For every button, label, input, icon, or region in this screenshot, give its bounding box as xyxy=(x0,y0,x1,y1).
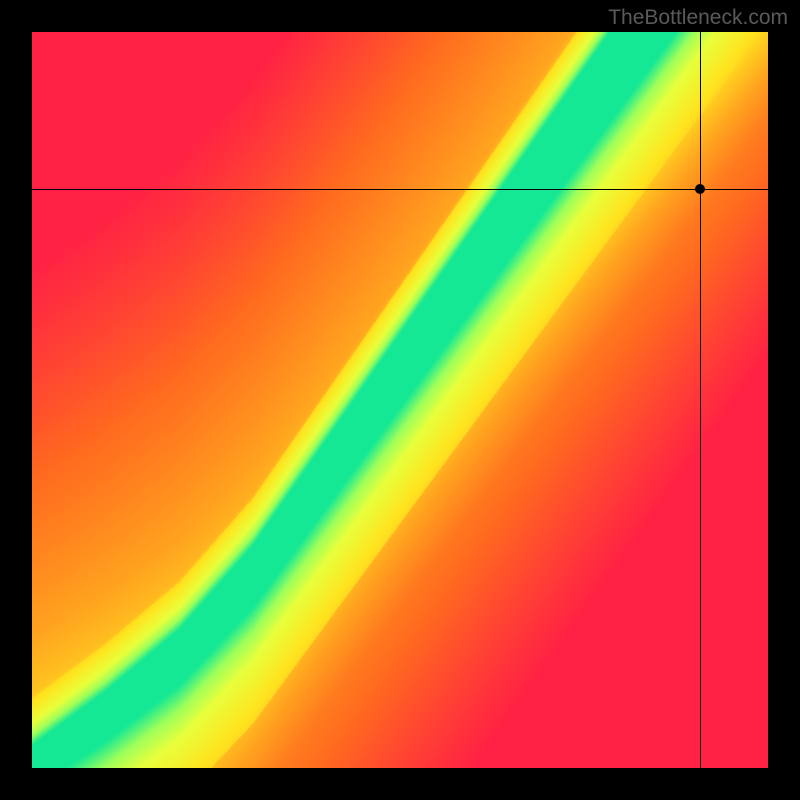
heatmap-plot xyxy=(32,32,768,768)
crosshair-vertical xyxy=(700,32,701,768)
marker-point xyxy=(695,184,705,194)
watermark-text: TheBottleneck.com xyxy=(608,6,788,30)
heatmap-canvas xyxy=(32,32,768,768)
crosshair-horizontal xyxy=(32,189,768,190)
